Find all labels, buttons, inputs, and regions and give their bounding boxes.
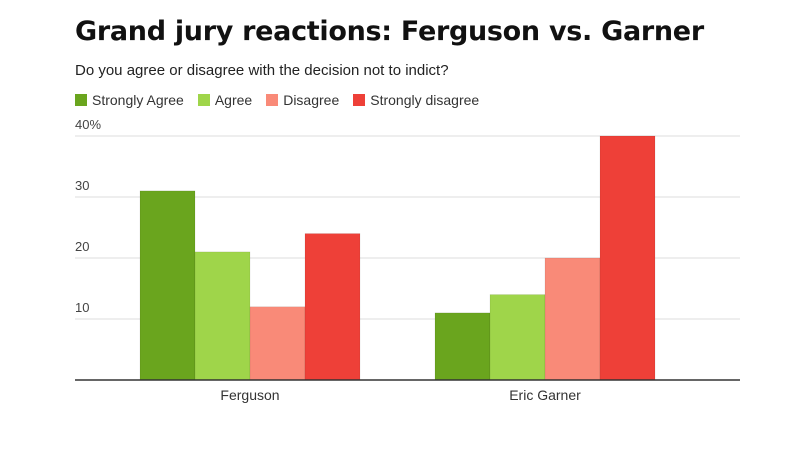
bar [599,135,656,381]
bar [489,294,546,381]
y-tick-label: 20 [75,239,89,254]
legend-label: Strongly disagree [370,92,480,108]
legend-item: Agree [197,92,253,108]
bar [194,251,251,381]
legend-swatch [353,94,366,106]
x-category-label: Ferguson [220,387,279,403]
legend-swatch [266,94,279,106]
bar [304,233,361,381]
chart-legend: Strongly Agree Agree Disagree Strongly disa… [75,92,493,108]
legend-label: Disagree [283,92,340,108]
y-tick-label: 10 [75,300,89,315]
bar [139,190,196,381]
chart-subtitle: Do you agree or disagree with the decisi… [75,62,449,79]
bar [249,306,306,381]
legend-swatch [197,94,210,106]
legend-label: Agree [214,92,253,108]
legend-item: Disagree [266,92,339,108]
y-tick-label: 30 [75,178,89,193]
legend-item: Strongly disagree [353,92,479,108]
legend-swatch [75,94,87,106]
x-category-label: Eric Garner [509,387,581,403]
y-tick-label: 40% [75,117,101,132]
chart-title: Grand jury reactions: Ferguson vs. Garne… [75,16,704,47]
legend-item: Strongly Agree [75,92,184,108]
legend-label: Strongly Agree [92,92,184,108]
bar [434,312,491,381]
bar [544,257,601,381]
